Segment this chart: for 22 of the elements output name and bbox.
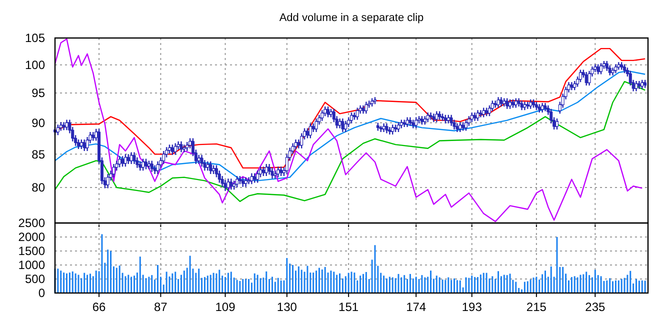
- x-tick-label: 66: [92, 300, 106, 314]
- y-tick-label: 90: [32, 116, 46, 130]
- y-tick-label: 85: [32, 147, 46, 162]
- y-tick-label: 100: [24, 58, 46, 72]
- y-tick-label: 1500: [18, 244, 46, 258]
- x-tick-label: 87: [154, 300, 168, 314]
- y-tick-label: 2000: [18, 230, 46, 244]
- y-tick-label: 105: [24, 31, 46, 46]
- x-tick-label: 215: [526, 300, 547, 314]
- x-tick-label: 235: [585, 300, 606, 314]
- y-tick-label: 500: [24, 272, 46, 286]
- y-tick-label: 2500: [18, 216, 46, 230]
- x-tick-label: 193: [462, 300, 482, 314]
- x-tick-label: 109: [215, 300, 236, 314]
- x-tick-label: 130: [276, 300, 298, 314]
- y-tick-label: 1000: [18, 258, 46, 272]
- y-tick-label: 95: [32, 86, 46, 100]
- x-tick-label: 151: [338, 300, 359, 314]
- y-tick-label: 0: [38, 286, 46, 300]
- x-tick-label: 174: [406, 300, 426, 314]
- chart-title: Add volume in a separate clip: [279, 12, 424, 24]
- y-tick-label: 80: [32, 180, 46, 195]
